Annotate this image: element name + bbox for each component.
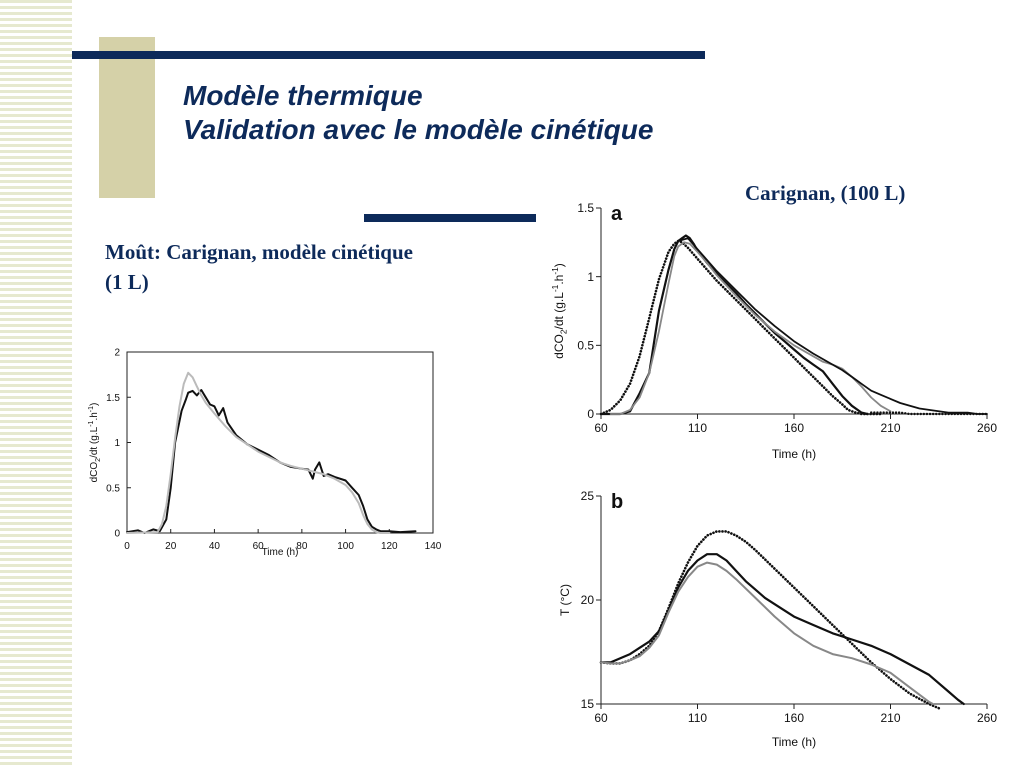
middle-rule <box>364 214 536 222</box>
series-line-1 <box>599 234 869 416</box>
series-line-5 <box>870 411 989 416</box>
series-line-1 <box>126 389 417 534</box>
y-label-rest: /dt (g.L <box>89 426 100 458</box>
x-tick-label: 210 <box>880 421 900 435</box>
x-tick-label: 160 <box>784 711 804 725</box>
y-label-mid: .h <box>552 275 566 285</box>
x-axis-label: Time (h) <box>772 447 816 461</box>
y-label-sub: 2 <box>559 329 569 334</box>
y-axis-label: dCO2/dt (g.L-1.h-1) <box>550 263 568 359</box>
y-axis-label: dCO2/dt (g.L-1.h-1) <box>88 403 102 483</box>
x-tick-label: 210 <box>880 711 900 725</box>
y-tick-label: 1.5 <box>577 201 594 215</box>
series-line-2 <box>126 371 391 534</box>
y-label-sub: 2 <box>95 458 102 462</box>
y-label-main: dCO <box>89 462 100 483</box>
panel-label: a <box>611 203 623 225</box>
x-tick-label: 40 <box>209 541 221 552</box>
series-line-2 <box>599 553 965 706</box>
x-tick-label: 110 <box>688 421 707 435</box>
y-tick-label: 2 <box>114 348 120 359</box>
panel-label: b <box>611 491 623 513</box>
x-tick-label: 140 <box>425 541 442 552</box>
x-tick-label: 60 <box>594 421 608 435</box>
y-tick-label: 1 <box>114 438 120 449</box>
x-tick-label: 60 <box>253 541 265 552</box>
x-tick-label: 260 <box>977 421 997 435</box>
y-tick-label: 15 <box>581 697 595 711</box>
y-label-main: dCO <box>552 334 566 359</box>
x-tick-label: 0 <box>124 541 130 552</box>
x-tick-label: 60 <box>594 711 608 725</box>
y-tick-label: 0 <box>587 407 594 421</box>
y-label-end: ) <box>552 263 566 267</box>
x-tick-label: 80 <box>296 541 308 552</box>
y-label-sup: -1 <box>550 267 560 275</box>
y-tick-label: 0.5 <box>106 483 120 494</box>
y-label-rest: /dt (g.L <box>552 292 566 330</box>
x-tick-label: 120 <box>381 541 398 552</box>
y-label-mid: .h <box>89 412 100 420</box>
title-line-2: Validation avec le modèle cinétique <box>183 114 654 145</box>
y-label-sup: -1 <box>88 420 95 426</box>
x-tick-label: 20 <box>165 541 177 552</box>
x-axis-label: Time (h) <box>262 547 299 558</box>
x-axis-label: Time (h) <box>772 735 816 749</box>
decorative-stripes <box>0 0 72 768</box>
y-tick-label: 25 <box>581 489 595 503</box>
y-axis-label: T (°C) <box>558 584 572 616</box>
y-tick-label: 0 <box>114 529 120 540</box>
slide-title: Modèle thermique Validation avec le modè… <box>183 79 653 147</box>
x-tick-label: 110 <box>688 711 707 725</box>
y-label-sup: -1 <box>550 284 560 292</box>
series-line-1 <box>599 530 941 710</box>
series-line-4 <box>677 237 988 415</box>
title-line-1: Modèle thermique <box>183 80 423 111</box>
right-chart-caption: Carignan, (100 L) <box>745 181 906 205</box>
x-tick-label: 100 <box>337 541 354 552</box>
y-label-main: T (°C) <box>558 584 572 616</box>
y-label-end: ) <box>89 403 100 406</box>
top-rule <box>72 51 705 59</box>
left-chart-caption: Moût: Carignan, modèle cinétique (1 L) <box>105 240 413 294</box>
y-tick-label: 1 <box>587 270 594 284</box>
y-tick-label: 0.5 <box>577 339 594 353</box>
y-label-sup: -1 <box>88 406 95 412</box>
y-tick-label: 20 <box>581 593 595 607</box>
x-tick-label: 260 <box>977 711 997 725</box>
x-tick-label: 160 <box>784 421 804 435</box>
series-line-3 <box>600 561 934 705</box>
accent-block <box>99 37 155 198</box>
y-tick-label: 1.5 <box>106 393 120 404</box>
series-line-2 <box>599 239 883 416</box>
